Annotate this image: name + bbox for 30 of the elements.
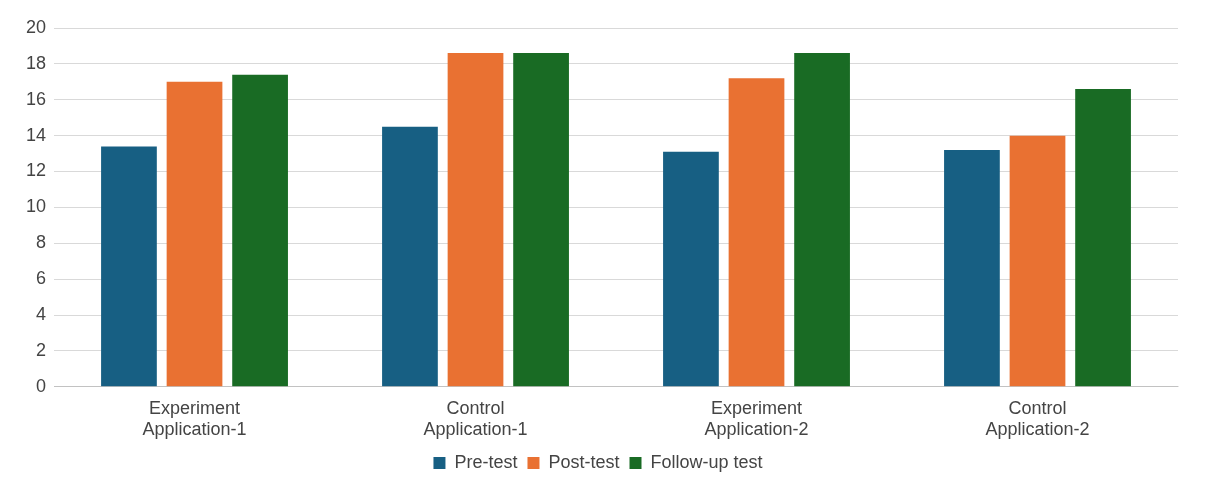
y-tick-label: 2 [36,339,47,360]
x-tick-label: Control Application-2 [985,397,1090,440]
bar [447,53,504,387]
y-tick-label: 18 [25,52,47,73]
legend-label: Post-test [548,451,620,472]
legend-label: Pre-test [454,451,518,472]
bar [944,149,1000,387]
bar [166,81,223,387]
y-tick-label: 0 [36,375,47,396]
bar [1075,89,1131,387]
legend-label: Follow-up test [650,451,763,472]
bar [513,53,569,387]
bar [382,126,438,387]
bar [1009,135,1066,387]
bar [728,78,785,387]
x-tick-label: Control Application-1 [423,397,528,440]
y-tick-label: 6 [36,268,47,289]
y-tick-label: 4 [36,304,47,325]
y-tick-label: 10 [25,196,47,217]
y-tick-label: 16 [25,88,47,109]
bar [663,151,719,387]
x-tick-label: Experiment Application-2 [704,397,809,440]
bar [232,74,288,387]
bar [794,53,850,387]
y-tick-label: 8 [36,232,47,253]
y-tick-label: 20 [25,16,47,37]
y-tick-label: 12 [25,160,47,181]
bar [101,146,157,387]
x-tick-label: Experiment Application-1 [142,397,247,440]
y-tick-label: 14 [25,124,47,145]
